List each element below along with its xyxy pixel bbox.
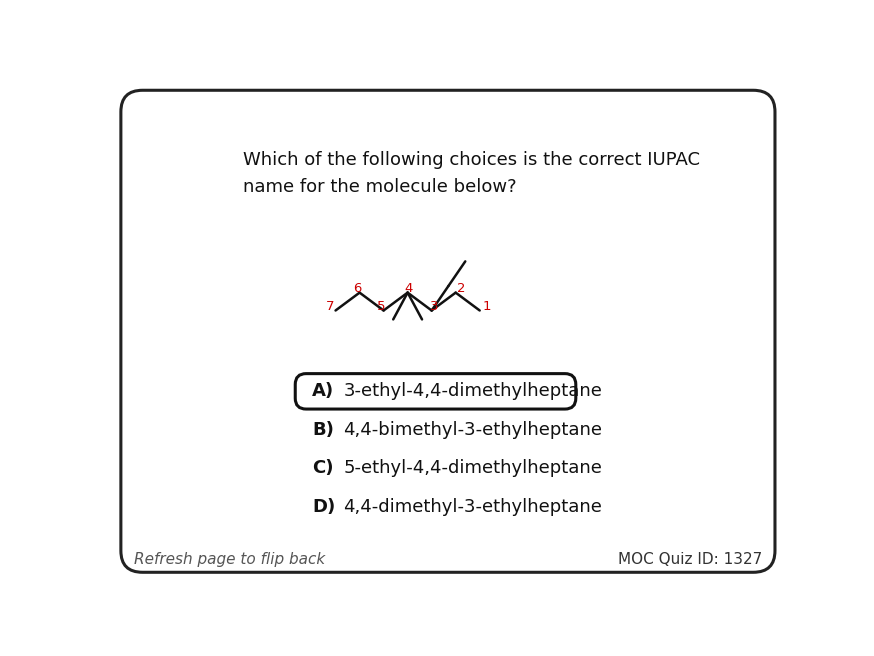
Text: 3-ethyl-4,4-dimethylheptane: 3-ethyl-4,4-dimethylheptane [343,382,602,400]
Text: Refresh page to flip back: Refresh page to flip back [134,552,325,567]
FancyBboxPatch shape [121,91,775,572]
Text: Which of the following choices is the correct IUPAC
name for the molecule below?: Which of the following choices is the co… [243,151,699,195]
Text: 4,4-bimethyl-3-ethylheptane: 4,4-bimethyl-3-ethylheptane [343,421,602,439]
Text: 5-ethyl-4,4-dimethylheptane: 5-ethyl-4,4-dimethylheptane [343,459,602,478]
Text: 4,4-dimethyl-3-ethylheptane: 4,4-dimethyl-3-ethylheptane [343,498,602,516]
Text: 5: 5 [377,300,385,314]
Text: C): C) [312,459,334,478]
Text: 7: 7 [325,300,334,314]
Text: D): D) [312,498,336,516]
Text: 4: 4 [405,281,413,295]
FancyBboxPatch shape [295,374,576,409]
Text: B): B) [312,421,334,439]
Text: 2: 2 [457,281,466,295]
Text: 3: 3 [430,300,438,314]
Text: A): A) [312,382,335,400]
Text: 1: 1 [482,300,491,314]
Text: MOC Quiz ID: 1327: MOC Quiz ID: 1327 [618,552,762,567]
Text: 6: 6 [353,281,361,295]
